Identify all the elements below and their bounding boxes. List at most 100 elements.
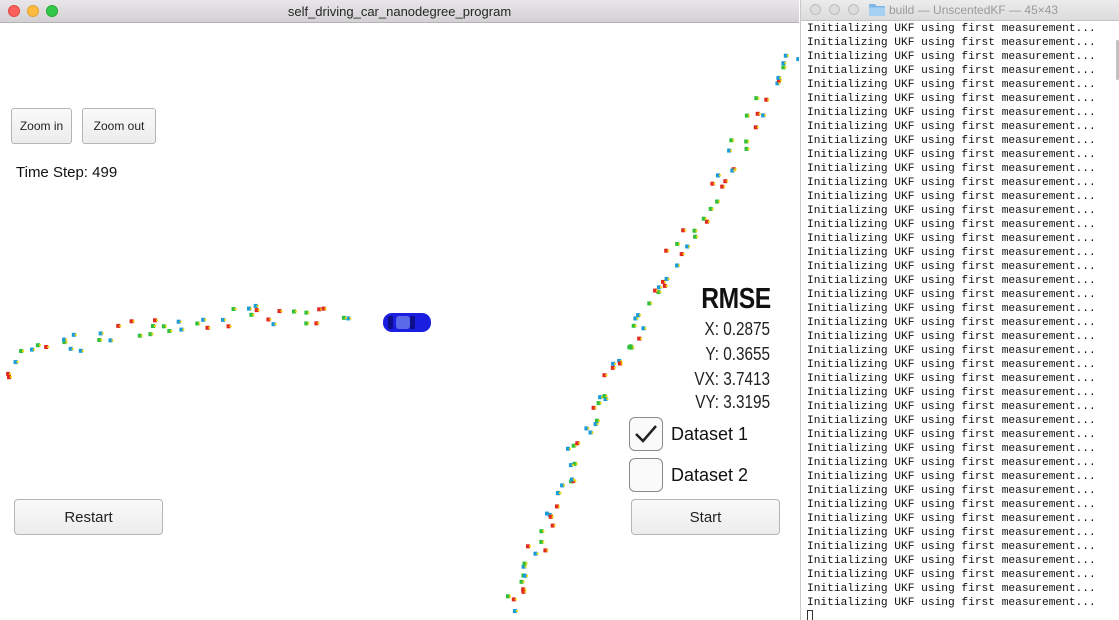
terminal-line: Initializing UKF using first measurement… [807,485,1096,497]
terminal-line: Initializing UKF using first measurement… [807,275,1096,287]
estimate-marker [747,114,750,117]
terminal-maximize-button[interactable] [848,4,859,15]
measurement-marker [221,317,225,322]
measurement-marker [781,65,786,70]
estimate-marker [678,242,681,245]
estimate-marker [606,398,609,401]
measurement-marker [167,329,172,333]
estimate-marker [723,185,726,188]
dataset-2-checkbox[interactable] [629,458,663,492]
measurement-marker [522,561,527,566]
dataset-2-label: Dataset 2 [671,465,749,485]
measurement-marker [656,290,661,295]
measurement-marker [314,321,319,326]
car [383,313,431,332]
measurement-marker [617,358,622,363]
measurement-marker [153,318,157,323]
measurement-marker [555,504,559,509]
terminal-line: Initializing UKF using first measurement… [807,317,1096,329]
estimate-marker [620,362,623,365]
estimate-marker [170,330,173,332]
measurement-marker [610,365,615,370]
estimate-marker [509,595,511,598]
estimate-marker [688,245,691,248]
simulator-titlebar: self_driving_car_nanodegree_program [0,0,799,23]
estimate-marker [598,419,600,422]
restart-button[interactable]: Restart [14,499,163,535]
close-window-button[interactable] [8,5,20,17]
measurement-marker [629,345,634,350]
estimate-marker [636,317,639,320]
estimate-marker [650,302,653,305]
estimate-marker [711,207,714,210]
measurement-marker [591,405,596,410]
terminal-line: Initializing UKF using first measurement… [807,289,1096,301]
estimate-marker [659,291,662,294]
terminal-window: build — UnscentedKF — 45×43 Initializing… [800,0,1119,620]
measurement-marker [205,325,210,330]
time-step-label: Time Step: 499 [16,164,118,181]
terminal-line: Initializing UKF using first measurement… [807,107,1096,119]
estimate-marker [667,249,670,252]
measurement-marker [710,181,715,186]
estimate-marker [536,552,539,555]
measurement-marker [304,321,309,326]
estimate-marker [257,309,260,312]
terminal-output[interactable]: Initializing UKF using first measurement… [807,22,1117,620]
estimate-marker [307,322,310,325]
measurement-marker [511,597,516,602]
measurement-marker [588,430,593,435]
zoom-in-button[interactable]: Zoom in [11,108,72,144]
terminal-line: Initializing UKF using first measurement… [807,541,1096,553]
maximize-window-button[interactable] [46,5,58,17]
measurement-marker [550,523,555,528]
estimate-marker [132,320,135,323]
minimize-window-button[interactable] [27,5,39,17]
estimate-marker [10,376,12,379]
measurement-marker [266,317,271,322]
measurement-marker [506,594,510,599]
measurement-marker [231,307,236,311]
estimate-marker [522,580,525,583]
estimate-marker [156,319,158,322]
measurement-marker [661,279,665,284]
measurement-marker [78,348,83,353]
terminal-scrollbar[interactable] [1116,40,1119,80]
zoom-out-button[interactable]: Zoom out [82,108,156,144]
terminal-title: build — UnscentedKF — 45×43 [889,3,1059,17]
terminal-line: Initializing UKF using first measurement… [807,555,1096,567]
estimate-marker [525,562,528,565]
estimate-marker [594,406,597,409]
measurement-marker [71,332,76,337]
measurement-marker [764,97,769,102]
measurement-marker [775,81,780,86]
measurement-marker [727,148,732,153]
start-button[interactable]: Start [631,499,780,535]
measurement-marker [62,340,67,345]
estimate-marker [747,147,750,150]
rmse-vx-value: VX: 3.7413 [694,369,770,389]
terminal-minimize-button[interactable] [829,4,840,15]
measurement-marker [692,228,697,233]
folder-icon [869,4,885,16]
terminal-line: Initializing UKF using first measurement… [807,415,1096,427]
rmse-vy-value: VY: 3.3195 [695,392,770,412]
estimate-marker [16,361,19,364]
measurement-marker [523,573,527,578]
dataset-1-checkbox[interactable] [629,417,663,451]
estimate-marker [65,341,68,344]
measurement-marker [656,285,661,290]
measurement-marker [555,491,560,496]
terminal-line: Initializing UKF using first measurement… [807,401,1096,413]
estimate-marker [274,323,277,326]
terminal-line: Initializing UKF using first measurement… [807,37,1096,49]
estimate-marker [640,337,643,340]
measurement-marker [129,319,134,324]
estimate-marker [256,304,259,307]
terminal-close-button[interactable] [810,4,821,15]
estimate-marker [682,253,685,256]
rmse-y-value: Y: 0.3655 [705,344,770,364]
estimate-marker [601,396,604,399]
measurement-marker [593,422,598,427]
measurement-marker [754,96,759,101]
